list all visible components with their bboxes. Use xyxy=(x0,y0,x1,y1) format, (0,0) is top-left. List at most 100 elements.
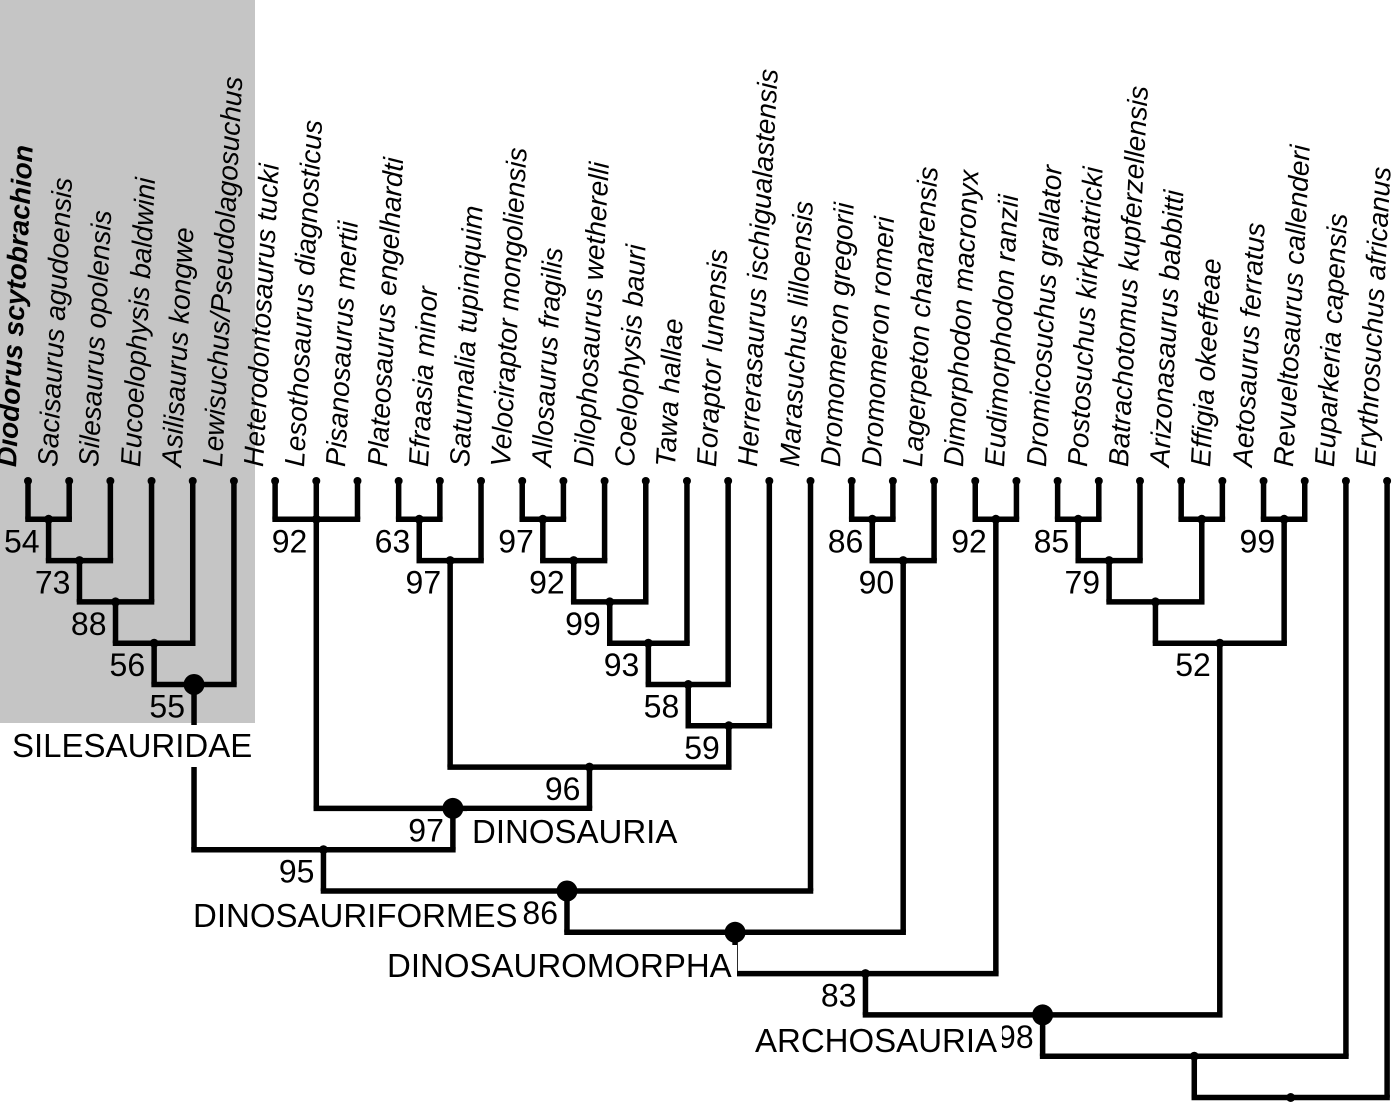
clade-dot-silesauridae xyxy=(183,674,205,695)
node-junction-dot xyxy=(1197,514,1207,524)
tip-dot xyxy=(271,477,280,485)
tip-dot xyxy=(518,477,527,485)
tip-dot xyxy=(312,477,321,485)
support-value: 56 xyxy=(110,647,146,683)
node-junction-dot xyxy=(867,514,877,524)
tip-dot xyxy=(477,477,486,485)
tip-dot xyxy=(682,477,691,485)
tip-dot xyxy=(229,477,238,485)
tip-dot xyxy=(806,477,815,485)
tip-dot xyxy=(1177,477,1186,485)
clade-label-dinosauria: DINOSAURIA xyxy=(467,811,683,853)
support-value: 88 xyxy=(71,606,107,642)
clade-dot-archosauria xyxy=(1032,1004,1054,1026)
node-junction-dot xyxy=(724,721,734,731)
node-junction-dot xyxy=(111,597,121,607)
tip-dot xyxy=(394,477,403,485)
support-value: 97 xyxy=(408,812,444,848)
node-junction-dot xyxy=(898,556,908,566)
clade-label-archosauria: ARCHOSAURIA xyxy=(750,1020,1003,1062)
tip-dot xyxy=(1259,477,1268,485)
support-value: 79 xyxy=(1065,565,1101,601)
support-value: 95 xyxy=(279,854,315,890)
node-junction-dot xyxy=(643,638,653,648)
node-junction-dot xyxy=(44,514,54,524)
support-value: 54 xyxy=(4,523,40,559)
node-junction-dot xyxy=(1073,514,1083,524)
tip-dot xyxy=(1012,477,1021,485)
node-junction-dot xyxy=(149,638,159,648)
clade-dot-dinosauriformes xyxy=(556,880,578,902)
clade-dot-dinosauromorpha xyxy=(724,921,746,943)
support-value: 59 xyxy=(684,730,720,766)
support-value: 92 xyxy=(529,565,565,601)
tip-dot xyxy=(1135,477,1144,485)
tip-dot xyxy=(353,477,362,485)
node-junction-dot xyxy=(991,514,1001,524)
node-junction-dot xyxy=(1104,556,1114,566)
support-value: 86 xyxy=(522,895,558,931)
support-value: 97 xyxy=(498,523,534,559)
node-junction-dot xyxy=(1189,1051,1199,1061)
tip-dot xyxy=(930,477,939,485)
tip-dot xyxy=(1053,477,1062,485)
tip-dot xyxy=(971,477,980,485)
node-junction-dot xyxy=(74,556,84,566)
support-value: 92 xyxy=(951,523,987,559)
support-value: 86 xyxy=(828,523,864,559)
node-junction-dot xyxy=(683,680,693,689)
node-junction-dot xyxy=(414,514,424,524)
tip-dot xyxy=(559,477,568,485)
node-junction-dot xyxy=(318,845,328,855)
support-value: 63 xyxy=(375,523,411,559)
support-value: 93 xyxy=(604,647,640,683)
node-junction-dot xyxy=(1215,638,1225,648)
node-junction-dot xyxy=(605,597,615,607)
tip-dot xyxy=(24,477,32,485)
support-value: 83 xyxy=(821,978,857,1014)
support-value: 73 xyxy=(35,565,71,601)
node-junction-dot xyxy=(1286,1093,1296,1102)
clade-label-silesauridae: SILESAURIDAE xyxy=(7,725,258,767)
tip-dot xyxy=(106,477,115,485)
support-value: 92 xyxy=(272,523,308,559)
support-value: 58 xyxy=(644,689,680,725)
clade-dot-dinosauria xyxy=(442,797,464,819)
tip-dot xyxy=(188,477,197,485)
tip-dot xyxy=(724,477,733,485)
tip-dot xyxy=(147,477,156,485)
support-value: 55 xyxy=(149,689,185,725)
support-value: 98 xyxy=(998,1019,1034,1055)
node-junction-dot xyxy=(538,514,548,524)
tree-node-dots xyxy=(24,477,1392,1102)
support-value: 52 xyxy=(1175,647,1211,683)
clade-label-dinosauriformes: DINOSAURIFORMES xyxy=(188,895,523,937)
node-junction-dot xyxy=(311,514,321,524)
node-junction-dot xyxy=(1150,597,1160,607)
support-value: 96 xyxy=(545,771,581,807)
tip-dot xyxy=(641,477,650,485)
node-junction-dot xyxy=(584,762,594,772)
tip-dot xyxy=(1300,477,1309,485)
node-junction-dot xyxy=(860,969,870,979)
tip-dot xyxy=(847,477,856,485)
tip-dot xyxy=(435,477,444,485)
tip-dot xyxy=(765,477,774,485)
tip-dot xyxy=(1341,477,1350,485)
support-value: 99 xyxy=(1240,523,1276,559)
support-value: 97 xyxy=(406,565,442,601)
node-junction-dot xyxy=(1279,514,1289,524)
tip-dot xyxy=(65,477,74,485)
clade-label-dinosauromorpha: DINOSAUROMORPHA xyxy=(382,945,737,987)
support-value: 85 xyxy=(1034,523,1070,559)
tip-dot xyxy=(1094,477,1103,485)
support-value: 99 xyxy=(565,606,601,642)
tip-dot xyxy=(1383,477,1392,485)
tip-dot xyxy=(1218,477,1227,485)
node-junction-dot xyxy=(445,556,455,566)
node-junction-dot xyxy=(569,556,579,566)
support-value: 90 xyxy=(859,565,895,601)
